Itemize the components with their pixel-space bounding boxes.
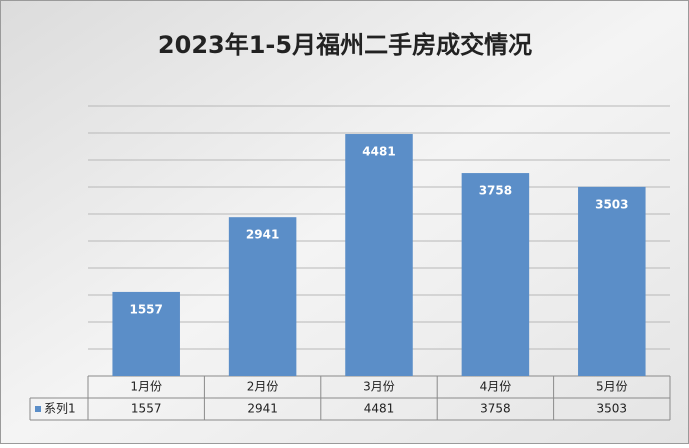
bar <box>578 186 646 376</box>
bar <box>461 173 530 376</box>
chart-title: 2023年1-5月福州二手房成交情况 <box>158 31 532 59</box>
table-value: 1557 <box>131 402 162 416</box>
data-label: 3503 <box>595 197 628 211</box>
legend-swatch <box>35 406 41 412</box>
data-label: 2941 <box>246 228 279 242</box>
bar <box>112 291 180 376</box>
x-tick-label: 4月份 <box>480 380 512 394</box>
x-tick-label: 1月份 <box>130 380 162 394</box>
table-value: 3758 <box>480 402 511 416</box>
x-tick-label: 5月份 <box>596 380 628 394</box>
legend-label: 系列1 <box>44 402 76 416</box>
table-value: 3503 <box>597 402 628 416</box>
table-value: 2941 <box>247 402 278 416</box>
bar <box>345 134 413 376</box>
table-value: 4481 <box>364 402 395 416</box>
bar <box>228 217 297 376</box>
x-tick-label: 3月份 <box>363 380 395 394</box>
data-label: 4481 <box>362 145 395 159</box>
data-label: 3758 <box>479 184 512 198</box>
x-tick-label: 2月份 <box>247 380 279 394</box>
data-label: 1557 <box>129 302 162 316</box>
